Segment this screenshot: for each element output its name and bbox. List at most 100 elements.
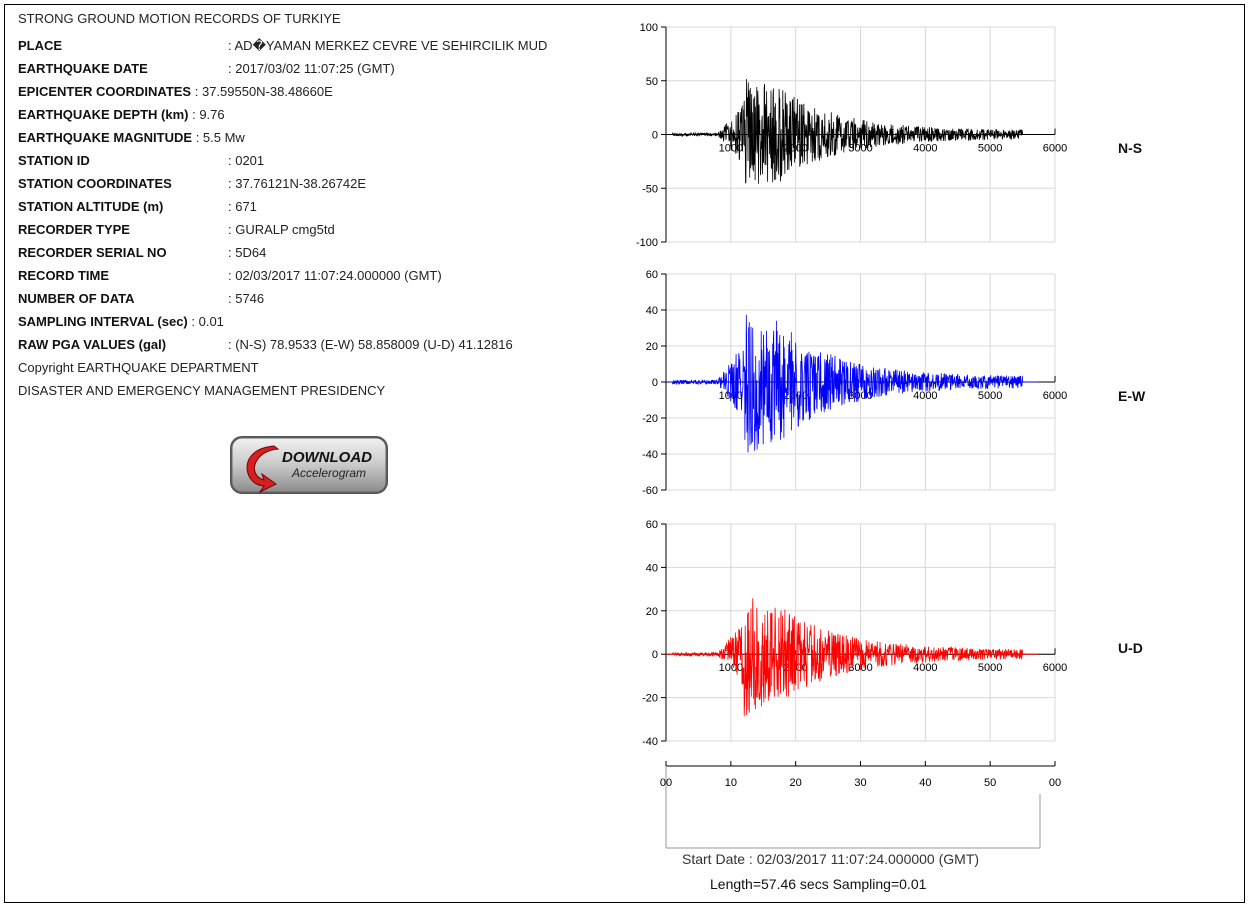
info-value: : AD�YAMAN MERKEZ CEVRE VE SEHIRCILIK MU… bbox=[228, 38, 548, 53]
time-axis-label: 40 bbox=[919, 777, 931, 789]
info-label: RECORDER SERIAL NO bbox=[18, 245, 167, 260]
info-value: : 02/03/2017 11:07:24.000000 (GMT) bbox=[228, 268, 442, 283]
info-label: EARTHQUAKE DEPTH (km) bbox=[18, 107, 189, 122]
y-tick-label: -60 bbox=[642, 485, 658, 497]
y-tick-label: 40 bbox=[646, 562, 658, 574]
y-tick-label: -20 bbox=[642, 413, 658, 425]
y-tick-label: 20 bbox=[646, 606, 658, 618]
copyright-text: Copyright EARTHQUAKE DEPARTMENT bbox=[18, 360, 259, 375]
x-tick-label: 4000 bbox=[913, 390, 937, 402]
y-tick-label: 20 bbox=[646, 341, 658, 353]
info-value: : 2017/03/02 11:07:25 (GMT) bbox=[228, 61, 395, 76]
info-row-number-of-data: NUMBER OF DATA : 5746 bbox=[18, 287, 547, 310]
time-axis: 00 10 20 30 40 50 00 bbox=[660, 761, 1061, 849]
info-value: : 9.76 bbox=[192, 107, 225, 122]
y-tick-label: 50 bbox=[646, 76, 658, 88]
info-row-sampling: SAMPLING INTERVAL (sec) : 0.01 bbox=[18, 310, 547, 333]
x-tick-label: 4000 bbox=[913, 143, 937, 155]
accelerogram-charts: 100 50 0 -50 -100 1000 2000 3000 4000 5000 6000 60 4… bbox=[610, 0, 1080, 855]
info-label: RECORDER TYPE bbox=[18, 222, 130, 237]
download-main-label: DOWNLOAD bbox=[282, 449, 372, 466]
info-label: RECORD TIME bbox=[18, 268, 109, 283]
info-label: STATION ALTITUDE (m) bbox=[18, 199, 164, 214]
info-row-station-coords: STATION COORDINATES : 37.76121N-38.26742E bbox=[18, 172, 547, 195]
x-tick-label: 6000 bbox=[1043, 390, 1067, 402]
time-axis-label: 50 bbox=[984, 777, 996, 789]
time-axis-label: 30 bbox=[854, 777, 866, 789]
info-label: EARTHQUAKE MAGNITUDE bbox=[18, 130, 193, 145]
info-value: : (N-S) 78.9533 (E-W) 58.858009 (U-D) 41… bbox=[228, 337, 513, 352]
waveform-e-w bbox=[666, 314, 1039, 453]
info-label: STATION ID bbox=[18, 153, 90, 168]
y-tick-label: -100 bbox=[636, 237, 658, 249]
info-row-epicenter: EPICENTER COORDINATES : 37.59550N-38.486… bbox=[18, 80, 547, 103]
channel-label-ns: N-S bbox=[1118, 140, 1143, 156]
x-tick-label: 6000 bbox=[1043, 143, 1067, 155]
length-sampling-text: Length=57.46 secs Sampling=0.01 bbox=[710, 876, 927, 892]
time-axis-label: 10 bbox=[725, 777, 737, 789]
channel-label-ew: E-W bbox=[1118, 388, 1146, 404]
channel-label-ud: U-D bbox=[1118, 640, 1143, 656]
y-tick-label: 0 bbox=[652, 377, 658, 389]
info-label: PLACE bbox=[18, 38, 63, 53]
info-value: : 37.59550N-38.48660E bbox=[194, 84, 333, 99]
info-value: : 37.76121N-38.26742E bbox=[228, 176, 367, 191]
info-value: : 0201 bbox=[228, 153, 265, 168]
download-arrow-icon bbox=[246, 445, 280, 494]
y-tick-label: 0 bbox=[652, 649, 658, 661]
download-button-graphic: DOWNLOAD Accelerogram bbox=[230, 436, 388, 494]
download-accelerogram-button[interactable]: DOWNLOAD Accelerogram bbox=[228, 434, 390, 496]
x-tick-label: 5000 bbox=[978, 143, 1002, 155]
y-tick-label: -50 bbox=[642, 183, 658, 195]
waveform-n-s bbox=[666, 79, 1039, 184]
x-tick-label: 5000 bbox=[978, 390, 1002, 402]
y-tick-label: 100 bbox=[640, 22, 658, 34]
info-label: EARTHQUAKE DATE bbox=[18, 61, 148, 76]
info-value: : 0.01 bbox=[191, 314, 224, 329]
info-value: : 671 bbox=[228, 199, 257, 214]
page-frame bbox=[4, 4, 1245, 903]
time-axis-label: 00 bbox=[1049, 777, 1061, 789]
x-tick-label: 4000 bbox=[913, 662, 937, 674]
info-row-recorder-type: RECORDER TYPE : GURALP cmg5td bbox=[18, 218, 547, 241]
y-tick-label: 60 bbox=[646, 519, 658, 531]
info-value: : 5.5 Mw bbox=[195, 130, 245, 145]
download-sub-label: Accelerogram bbox=[291, 466, 366, 480]
y-tick-label: 0 bbox=[652, 130, 658, 142]
y-tick-label: 60 bbox=[646, 269, 658, 281]
info-label: NUMBER OF DATA bbox=[18, 291, 135, 306]
info-row-magnitude: EARTHQUAKE MAGNITUDE : 5.5 Mw bbox=[18, 126, 547, 149]
info-value: : GURALP cmg5td bbox=[228, 222, 335, 237]
info-label: RAW PGA VALUES (gal) bbox=[18, 337, 167, 352]
info-label: EPICENTER COORDINATES bbox=[18, 84, 192, 99]
info-row-date: EARTHQUAKE DATE : 2017/03/02 11:07:25 (GM… bbox=[18, 57, 547, 80]
info-row-serial: RECORDER SERIAL NO : 5D64 bbox=[18, 241, 547, 264]
waveform-u-d bbox=[666, 598, 1039, 717]
x-tick-label: 5000 bbox=[978, 662, 1002, 674]
info-row-place: PLACE : AD�YAMAN MERKEZ CEVRE VE SEHIRCIL… bbox=[18, 34, 547, 57]
record-info: PLACE : AD�YAMAN MERKEZ CEVRE VE SEHIRCIL… bbox=[18, 34, 547, 402]
start-date-text: Start Date : 02/03/2017 11:07:24.000000 … bbox=[682, 851, 980, 867]
page-title: STRONG GROUND MOTION RECORDS OF TURKIYE bbox=[18, 11, 341, 26]
info-row-depth: EARTHQUAKE DEPTH (km) : 9.76 bbox=[18, 103, 547, 126]
info-row-pga: RAW PGA VALUES (gal) : (N-S) 78.9533 (E-W… bbox=[18, 333, 547, 356]
info-row-altitude: STATION ALTITUDE (m) : 671 bbox=[18, 195, 547, 218]
info-row-record-time: RECORD TIME : 02/03/2017 11:07:24.000000 … bbox=[18, 264, 547, 287]
y-tick-label: -40 bbox=[642, 449, 658, 461]
info-label: SAMPLING INTERVAL (sec) bbox=[18, 314, 188, 329]
info-value: : 5746 bbox=[228, 291, 265, 306]
info-label: STATION COORDINATES bbox=[18, 176, 172, 191]
y-tick-label: 40 bbox=[646, 305, 658, 317]
info-row-station-id: STATION ID : 0201 bbox=[18, 149, 547, 172]
y-tick-label: -40 bbox=[642, 736, 658, 748]
info-value: : 5D64 bbox=[228, 245, 267, 260]
time-axis-label: 20 bbox=[790, 777, 802, 789]
x-tick-label: 6000 bbox=[1043, 662, 1067, 674]
x-tick-label: 1000 bbox=[719, 662, 743, 674]
y-tick-label: -20 bbox=[642, 693, 658, 705]
agency-text: DISASTER AND EMERGENCY MANAGEMENT PRESID… bbox=[18, 383, 386, 398]
